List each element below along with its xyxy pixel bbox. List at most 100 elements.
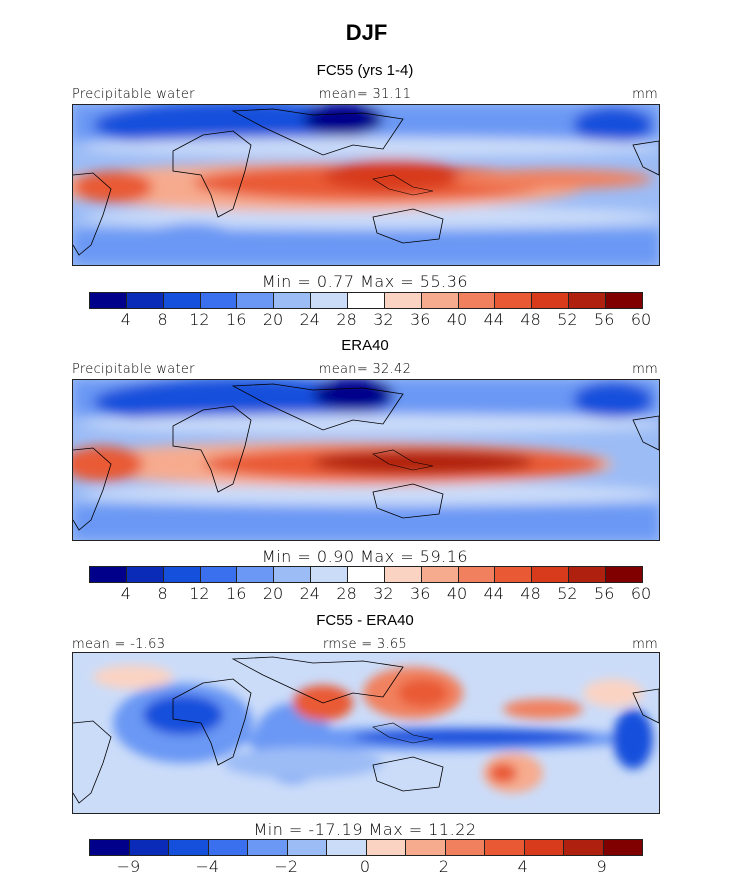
- colorbar-tick-label: −2: [274, 857, 298, 876]
- colorbar-cell: [90, 840, 130, 855]
- colorbar-cell: [384, 567, 422, 582]
- colorbar-cell: [90, 567, 127, 582]
- panel-1-center-label: mean= 31.11: [318, 87, 412, 102]
- colorbar-cell: [287, 840, 327, 855]
- panel-3-title: FC55 - ERA40: [316, 612, 414, 629]
- colorbar-cell: [327, 840, 367, 855]
- colorbar-tick-label: 4: [120, 310, 131, 329]
- colorbar-tick-label: 52: [557, 310, 578, 329]
- colorbar-tick-label: −9: [116, 857, 141, 876]
- colorbar-cell: [569, 293, 607, 308]
- colorbar-tick-label: 44: [483, 310, 504, 329]
- colorbar-cell: [564, 840, 604, 855]
- colorbar-tick-label: 8: [157, 310, 168, 329]
- colorbar-cell: [606, 567, 642, 582]
- panel-2-map: [72, 379, 660, 541]
- colorbar-tick-label: 12: [189, 584, 210, 603]
- colorbar-tick-label: 40: [446, 584, 468, 603]
- panel-3-right-label: mm: [632, 637, 658, 652]
- panel-2-right-label: mm: [632, 362, 658, 377]
- colorbar-cell: [421, 293, 459, 308]
- colorbar-tick-label: 32: [373, 584, 394, 603]
- colorbar-cell: [603, 840, 642, 855]
- panel-3-colorbar: [89, 839, 643, 856]
- panel-3-min-max: Min = -17.19 Max = 11.22: [253, 820, 477, 839]
- colorbar-tick-label: 4: [120, 584, 131, 603]
- panel-2-title: ERA40: [341, 337, 389, 354]
- colorbar-tick-label: 20: [262, 584, 284, 603]
- panel-1-colorbar: [89, 292, 643, 309]
- colorbar-tick-label: 12: [189, 310, 210, 329]
- colorbar-tick-label: 24: [299, 310, 320, 329]
- colorbar-cell: [348, 293, 385, 308]
- panel-3-center-label: rmse = 3.65: [323, 637, 407, 652]
- colorbar-cell: [524, 840, 564, 855]
- colorbar-tick-label: −4: [195, 857, 220, 876]
- panel-2-center-label: mean= 32.42: [318, 362, 412, 377]
- panel-1-right-label: mm: [632, 87, 658, 102]
- colorbar-cell: [366, 840, 406, 855]
- colorbar-cell: [126, 567, 164, 582]
- panel-2-colorbar: [89, 566, 643, 583]
- colorbar-cell: [348, 567, 385, 582]
- colorbar-tick-label: 28: [336, 584, 357, 603]
- colorbar-cell: [421, 567, 459, 582]
- colorbar-cell: [458, 567, 496, 582]
- panel-2-min-max: Min = 0.90 Max = 59.16: [261, 547, 469, 566]
- colorbar-tick-label: 20: [262, 310, 284, 329]
- colorbar-cell: [129, 840, 169, 855]
- colorbar-tick-label: 60: [630, 584, 652, 603]
- colorbar-cell: [495, 567, 533, 582]
- colorbar-cell: [163, 567, 201, 582]
- colorbar-tick-label: 36: [410, 310, 431, 329]
- panel-1-title: FC55 (yrs 1-4): [316, 62, 414, 79]
- colorbar-tick-label: 48: [520, 310, 541, 329]
- colorbar-cell: [384, 293, 422, 308]
- colorbar-cell: [200, 293, 238, 308]
- colorbar-tick-label: 56: [594, 584, 615, 603]
- colorbar-cell: [311, 293, 349, 308]
- panel-3-map: [72, 652, 660, 814]
- colorbar-tick-label: 36: [410, 584, 431, 603]
- colorbar-tick-label: 24: [299, 584, 320, 603]
- colorbar-cell: [532, 293, 570, 308]
- colorbar-cell: [606, 293, 642, 308]
- panel-1-left-label: Precipitable water: [72, 87, 195, 102]
- colorbar-cell: [237, 293, 275, 308]
- colorbar-cell: [458, 293, 496, 308]
- colorbar-cell: [274, 293, 312, 308]
- colorbar-tick-label: 2: [438, 857, 449, 876]
- colorbar-tick-label: 0: [359, 857, 371, 876]
- colorbar-tick-label: 8: [157, 584, 168, 603]
- colorbar-tick-label: 16: [226, 310, 247, 329]
- figure-title: DJF: [345, 20, 388, 45]
- colorbar-tick-label: 56: [594, 310, 615, 329]
- colorbar-cell: [311, 567, 349, 582]
- panel-3-colorbar-ticks: −9 −4 −2 0 2 4 9: [89, 857, 641, 876]
- colorbar-cell: [169, 840, 209, 855]
- colorbar-tick-label: 4: [517, 857, 528, 876]
- colorbar-cell: [406, 840, 446, 855]
- colorbar-cell: [532, 567, 570, 582]
- colorbar-cell: [237, 567, 275, 582]
- colorbar-tick-label: 60: [630, 310, 652, 329]
- colorbar-cell: [485, 840, 525, 855]
- colorbar-tick-label: 48: [520, 584, 541, 603]
- colorbar-cell: [163, 293, 201, 308]
- colorbar-tick-label: 52: [557, 584, 578, 603]
- colorbar-tick-label: 32: [373, 310, 394, 329]
- colorbar-tick-label: 9: [596, 857, 607, 876]
- colorbar-cell: [248, 840, 288, 855]
- colorbar-tick-label: 28: [336, 310, 357, 329]
- panel-2-colorbar-ticks: 4 8 12 16 20 24 28 32 36 40 44 48 52 56 60: [89, 584, 651, 603]
- panel-2-left-label: Precipitable water: [72, 362, 195, 377]
- panel-1-min-max: Min = 0.77 Max = 55.36: [261, 272, 469, 291]
- colorbar-tick-label: 44: [483, 584, 504, 603]
- colorbar-cell: [90, 293, 127, 308]
- colorbar-tick-label: 40: [446, 310, 468, 329]
- colorbar-tick-label: 16: [226, 584, 247, 603]
- panel-3-left-label: mean = -1.63: [72, 637, 166, 652]
- colorbar-cell: [495, 293, 533, 308]
- colorbar-cell: [208, 840, 248, 855]
- colorbar-cell: [445, 840, 485, 855]
